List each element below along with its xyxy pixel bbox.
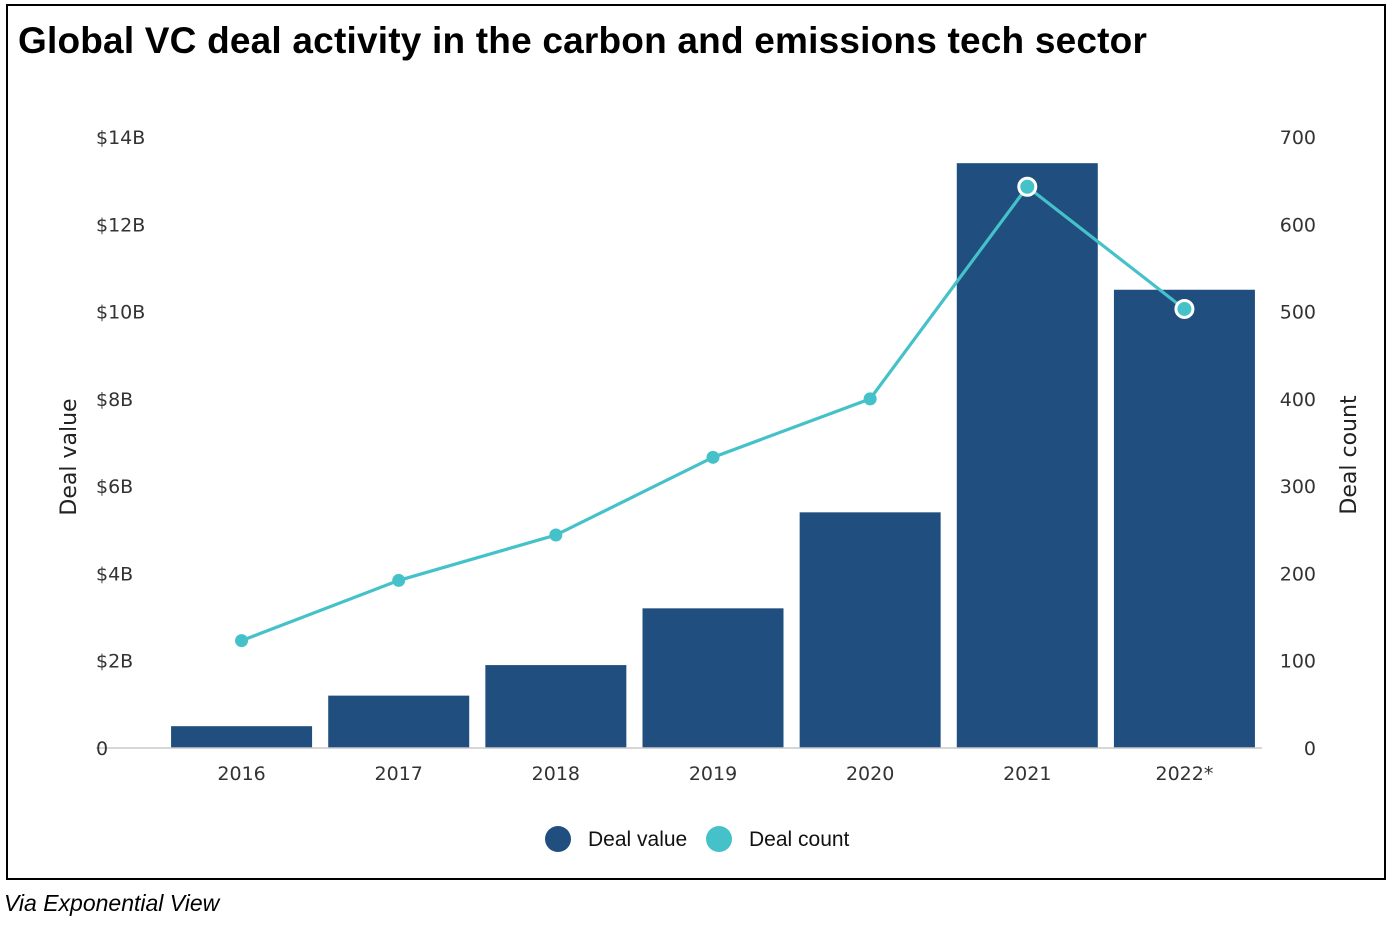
- bars-group: [171, 163, 1255, 748]
- point-deal-count-2017: [392, 573, 406, 587]
- source-caption: Via Exponential View: [4, 890, 220, 916]
- left-tick-label: $4B: [96, 563, 133, 585]
- left-tick-label: $6B: [96, 476, 133, 498]
- legend-label-deal-value: Deal value: [588, 828, 687, 851]
- right-tick-label: 100: [1280, 651, 1316, 673]
- legend-swatch-deal-count: [706, 826, 732, 852]
- x-tick-label: 2020: [846, 763, 894, 785]
- x-axis-ticks: 2016 2017 2018 2019 2020 2021 2022*: [217, 763, 1213, 785]
- x-tick-label: 2022*: [1155, 763, 1213, 785]
- point-deal-count-2019: [706, 450, 720, 464]
- point-deal-count-2022*: [1174, 298, 1195, 319]
- bar-deal-value-2022*: [1113, 289, 1255, 748]
- right-axis-title: Deal count: [1337, 395, 1362, 515]
- bar-deal-value-2016: [171, 726, 313, 748]
- x-tick-label: 2019: [689, 763, 737, 785]
- point-deal-count-2016: [235, 634, 249, 648]
- right-tick-label: 0: [1304, 738, 1316, 760]
- point-deal-count-2018: [549, 528, 563, 542]
- right-tick-label: 200: [1280, 563, 1316, 585]
- left-tick-label: $10B: [96, 302, 145, 324]
- bar-deal-value-2018: [485, 665, 627, 748]
- deal-count-line-group: [235, 176, 1195, 648]
- chart-title: Global VC deal activity in the carbon an…: [18, 20, 1148, 61]
- point-deal-count-2020: [863, 392, 877, 406]
- left-axis-title: Deal value: [57, 398, 82, 515]
- right-tick-label: 300: [1280, 476, 1316, 498]
- x-tick-label: 2017: [375, 763, 423, 785]
- left-tick-label: $14B: [96, 127, 145, 149]
- x-tick-label: 2018: [532, 763, 580, 785]
- bar-deal-value-2017: [328, 695, 470, 748]
- bar-deal-value-2021: [956, 163, 1098, 748]
- right-tick-label: 500: [1280, 302, 1316, 324]
- bar-deal-value-2020: [799, 512, 941, 748]
- bar-deal-value-2019: [642, 608, 784, 748]
- legend-label-deal-count: Deal count: [749, 828, 850, 851]
- legend-swatch-deal-value: [545, 826, 571, 852]
- left-axis-ticks: 0 $2B $4B $6B $8B $10B $12B $14B: [96, 127, 145, 760]
- x-tick-label: 2021: [1003, 763, 1051, 785]
- left-tick-label: $2B: [96, 651, 133, 673]
- x-tick-label: 2016: [217, 763, 265, 785]
- point-deal-count-2021: [1017, 176, 1038, 197]
- right-tick-label: 600: [1280, 214, 1316, 236]
- right-tick-label: 400: [1280, 389, 1316, 411]
- left-tick-label: $8B: [96, 389, 133, 411]
- right-axis-ticks: 0 100 200 300 400 500 600 700: [1280, 127, 1316, 760]
- left-tick-label: $12B: [96, 214, 145, 236]
- right-tick-label: 700: [1280, 127, 1316, 149]
- left-tick-label: 0: [96, 738, 108, 760]
- legend: Deal value Deal count: [545, 826, 850, 852]
